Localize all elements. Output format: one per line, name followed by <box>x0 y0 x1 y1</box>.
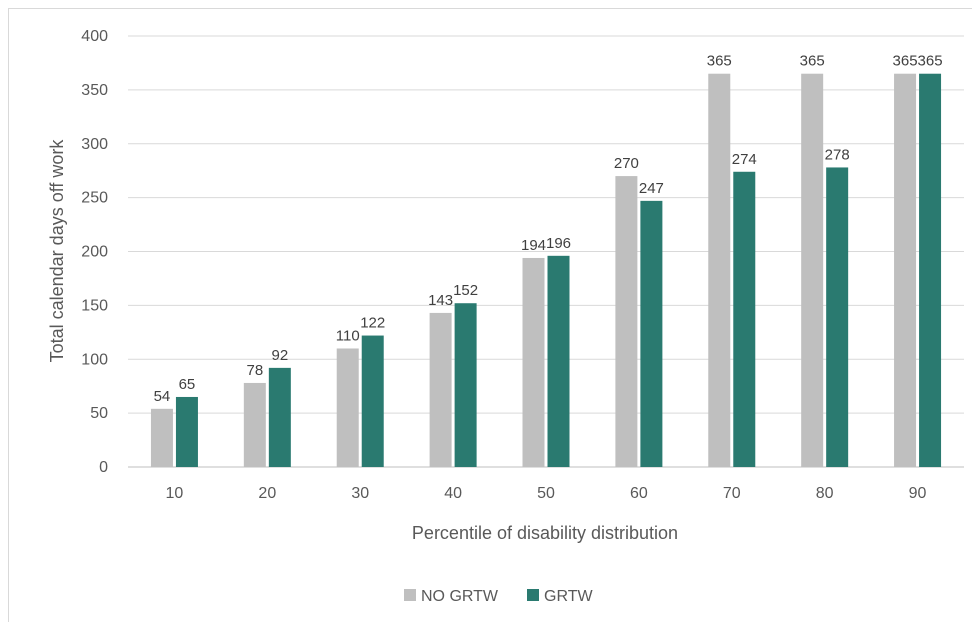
x-axis-ticks: 10 20 30 40 50 60 70 80 90 <box>166 485 927 502</box>
y-tick-label: 400 <box>81 28 108 45</box>
data-label: 365 <box>707 53 732 70</box>
data-label: 270 <box>614 155 639 172</box>
bar-no-grtw <box>243 382 266 467</box>
data-label: 194 <box>521 237 546 254</box>
bar-no-grtw <box>336 348 359 467</box>
legend: NO GRTW GRTW <box>404 588 593 605</box>
bar-grtw <box>361 335 384 467</box>
data-label: 152 <box>453 282 478 299</box>
y-tick-label: 250 <box>81 190 108 207</box>
bar-grtw <box>826 167 849 467</box>
data-label: 122 <box>360 315 385 332</box>
legend-swatch <box>404 589 416 601</box>
data-label: 196 <box>546 235 571 252</box>
x-tick-label: 70 <box>723 485 741 502</box>
data-label: 54 <box>154 388 171 405</box>
x-tick-label: 80 <box>816 485 834 502</box>
x-tick-label: 20 <box>258 485 276 502</box>
bar-grtw <box>640 200 663 468</box>
bar-grtw <box>268 367 291 467</box>
bars <box>150 73 942 468</box>
x-tick-label: 90 <box>909 485 927 502</box>
legend-item: GRTW <box>527 588 593 605</box>
bar-grtw <box>454 303 477 467</box>
bar-no-grtw <box>801 73 824 468</box>
data-label: 143 <box>428 292 453 309</box>
legend-label: NO GRTW <box>421 588 499 605</box>
legend-label: GRTW <box>544 588 593 605</box>
data-label: 247 <box>639 180 664 197</box>
x-tick-label: 10 <box>166 485 184 502</box>
bar-no-grtw <box>150 408 173 467</box>
bar-grtw <box>733 171 756 467</box>
bar-grtw <box>175 396 198 467</box>
bar-grtw <box>919 73 942 468</box>
data-label: 365 <box>800 53 825 70</box>
x-tick-label: 60 <box>630 485 648 502</box>
y-tick-label: 300 <box>81 136 108 153</box>
legend-swatch <box>527 589 539 601</box>
bar-no-grtw <box>429 312 452 467</box>
data-label: 92 <box>271 347 288 364</box>
data-label: 365 <box>918 53 943 70</box>
y-tick-label: 350 <box>81 82 108 99</box>
chart-frame <box>8 8 972 622</box>
bar-no-grtw <box>708 73 731 468</box>
y-axis-title: Total calendar days off work <box>47 139 67 363</box>
gridlines <box>128 35 964 468</box>
bar-no-grtw <box>615 176 638 467</box>
bar-no-grtw <box>894 73 917 468</box>
data-label: 274 <box>732 151 757 168</box>
data-label: 78 <box>246 362 263 379</box>
y-tick-label: 200 <box>81 244 108 261</box>
legend-item: NO GRTW <box>404 588 499 605</box>
y-tick-label: 100 <box>81 351 108 368</box>
x-axis-title: Percentile of disability distribution <box>412 523 678 543</box>
data-label: 110 <box>336 327 360 344</box>
data-label: 278 <box>825 146 850 163</box>
bar-no-grtw <box>522 257 545 467</box>
y-tick-label: 50 <box>90 405 108 422</box>
data-label: 365 <box>893 53 918 70</box>
data-label: 65 <box>179 376 196 393</box>
bar-grtw <box>547 255 570 467</box>
x-tick-label: 30 <box>351 485 369 502</box>
y-tick-label: 150 <box>81 297 108 314</box>
x-tick-label: 40 <box>444 485 462 502</box>
x-tick-label: 50 <box>537 485 555 502</box>
y-tick-label: 0 <box>99 459 108 476</box>
y-axis-ticks: 0 50 100 150 200 250 300 350 400 <box>81 28 108 476</box>
